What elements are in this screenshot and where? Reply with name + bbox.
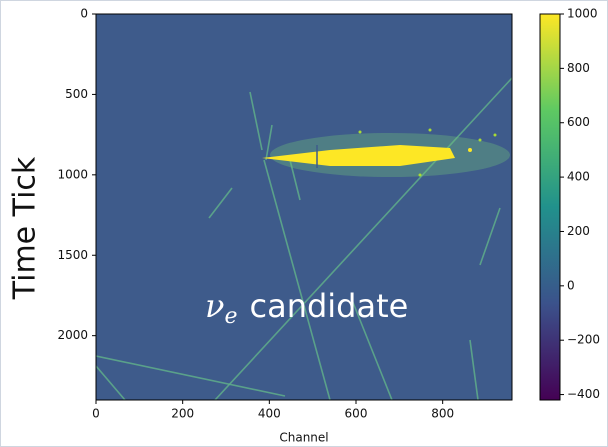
x-tick-label: 600: [345, 407, 368, 421]
plot-frame: [95, 13, 513, 401]
y-tick-label: 2000: [57, 328, 88, 342]
heatmap-background: [96, 14, 512, 400]
track: [479, 207, 501, 266]
x-tick-label: 800: [431, 407, 454, 421]
colorbar-tick-label: 0: [567, 278, 575, 292]
x-axis-label: Channel: [279, 431, 328, 445]
event-image: [96, 77, 512, 400]
colorbar-tick-label: −200: [567, 333, 600, 347]
hit: [478, 138, 482, 142]
annotation-text: candidate: [249, 287, 408, 325]
x-tick-label: 0: [92, 407, 100, 421]
track: [96, 365, 126, 400]
track: [249, 91, 263, 151]
track: [208, 187, 233, 219]
track: [263, 159, 331, 400]
y-tick-label: 1000: [57, 167, 88, 181]
colorbar: [539, 13, 561, 401]
shower-core: [262, 145, 455, 166]
x-tick-label: 400: [258, 407, 281, 421]
hit: [428, 128, 432, 132]
track: [96, 355, 286, 397]
colorbar-tick-label: 1000: [567, 7, 598, 21]
y-tick-label: 0: [80, 7, 88, 21]
x-tick-label: 200: [171, 407, 194, 421]
y-axis-label: Time Tick: [8, 156, 43, 300]
track: [469, 339, 479, 400]
colorbar-tick-label: 600: [567, 115, 590, 129]
colorbar-tick-label: 800: [567, 61, 590, 75]
colorbar-tick-label: 400: [567, 170, 590, 184]
hit: [493, 133, 497, 137]
y-tick-label: 500: [65, 87, 88, 101]
y-tick-label: 1500: [57, 248, 88, 262]
annotation-symbol: ν: [205, 287, 224, 325]
track: [351, 299, 393, 400]
track: [214, 77, 512, 400]
track: [265, 124, 273, 161]
annotation-subscript: e: [224, 304, 237, 329]
hit: [468, 148, 472, 152]
colorbar-tick-label: 200: [567, 224, 590, 238]
hit: [418, 173, 422, 177]
track: [289, 159, 301, 201]
hit: [358, 130, 362, 134]
annotation: νe candidate: [205, 287, 408, 330]
colorbar-tick-label: −400: [567, 387, 600, 401]
